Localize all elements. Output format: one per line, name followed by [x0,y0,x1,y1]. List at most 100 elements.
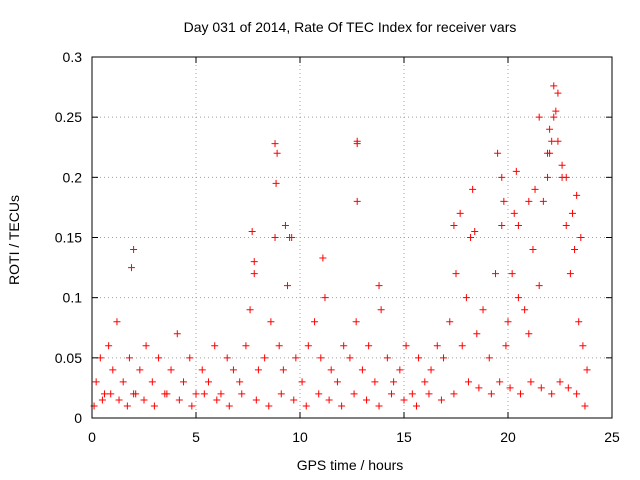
data-point [446,318,454,326]
data-point [554,137,562,145]
data-point [546,125,554,133]
data-point [286,234,294,241]
data-point [358,366,366,374]
data-points [90,82,591,410]
data-point [469,185,477,193]
data-point [521,306,529,314]
y-axis-label: ROTI / TECUs [6,195,22,285]
y-tick-label: 0.15 [55,230,82,246]
data-point [568,209,576,217]
data-point [225,402,233,410]
data-point [304,342,312,350]
data-point [352,318,360,326]
data-point [396,366,404,374]
data-point [552,107,560,115]
data-point [514,294,522,302]
y-tick-label: 0.3 [63,49,83,65]
data-point [167,366,175,374]
data-point [140,396,148,404]
data-point [573,191,581,199]
data-point [514,221,522,229]
data-point [458,342,466,350]
data-point [512,167,520,175]
data-point [250,270,258,278]
data-point [271,140,279,148]
data-point [550,113,558,121]
data-point [575,318,583,326]
data-point [544,149,552,157]
data-point [554,89,562,97]
data-point [150,402,158,410]
data-point [371,378,379,386]
data-point [217,390,225,398]
data-point [119,378,127,386]
data-point [473,330,481,338]
data-point [136,366,144,374]
data-point [408,390,416,398]
data-point [277,390,285,398]
data-point [558,161,566,169]
data-point [340,342,348,350]
data-point [450,221,458,229]
data-point [544,173,552,181]
data-point [273,149,281,157]
data-point [494,149,502,157]
data-point [333,378,341,386]
data-point [450,390,458,398]
data-point [516,390,524,398]
data-point [148,378,156,386]
data-point [105,342,113,350]
data-point [583,366,591,374]
data-point [248,227,256,235]
data-point [375,282,383,290]
data-point [479,306,487,314]
data-point [525,197,533,205]
data-point [531,185,539,193]
data-point [229,366,237,374]
data-point [566,270,574,278]
data-point [198,366,206,374]
y-tick-label: 0.2 [63,169,83,185]
data-point [510,209,518,217]
data-point [163,390,171,398]
data-point [550,82,558,90]
data-point [421,378,429,386]
y-tick-label: 0.05 [55,350,82,366]
data-point [525,330,533,338]
data-point [427,366,435,374]
data-point [548,137,556,145]
data-point [275,342,283,350]
x-tick-label: 10 [292,429,308,445]
data-point [321,294,329,302]
x-axis-label: GPS time / hours [297,457,404,473]
data-point [315,390,323,398]
data-point [353,197,361,205]
data-point [109,366,117,374]
data-point [502,342,510,350]
data-point [464,378,472,386]
data-point [186,354,194,362]
y-tick-label: 0.25 [55,109,82,125]
data-point [562,173,570,181]
data-point [498,221,506,229]
data-point [571,246,579,254]
x-tick-label: 25 [604,429,620,445]
data-point [433,342,441,350]
data-point [415,354,423,362]
data-point [192,390,200,398]
data-point [155,354,163,362]
data-point [279,366,287,374]
y-tick-labels: 0 0.05 0.1 0.15 0.2 0.25 0.3 [55,49,82,426]
data-point [132,390,140,398]
data-point [363,396,371,404]
data-point [383,354,391,362]
data-point [400,396,408,404]
data-point [498,173,506,181]
data-point [246,306,254,314]
data-point [346,354,354,362]
data-point [564,384,572,392]
x-tick-label: 20 [500,429,516,445]
data-point [107,390,115,398]
data-point [548,390,556,398]
